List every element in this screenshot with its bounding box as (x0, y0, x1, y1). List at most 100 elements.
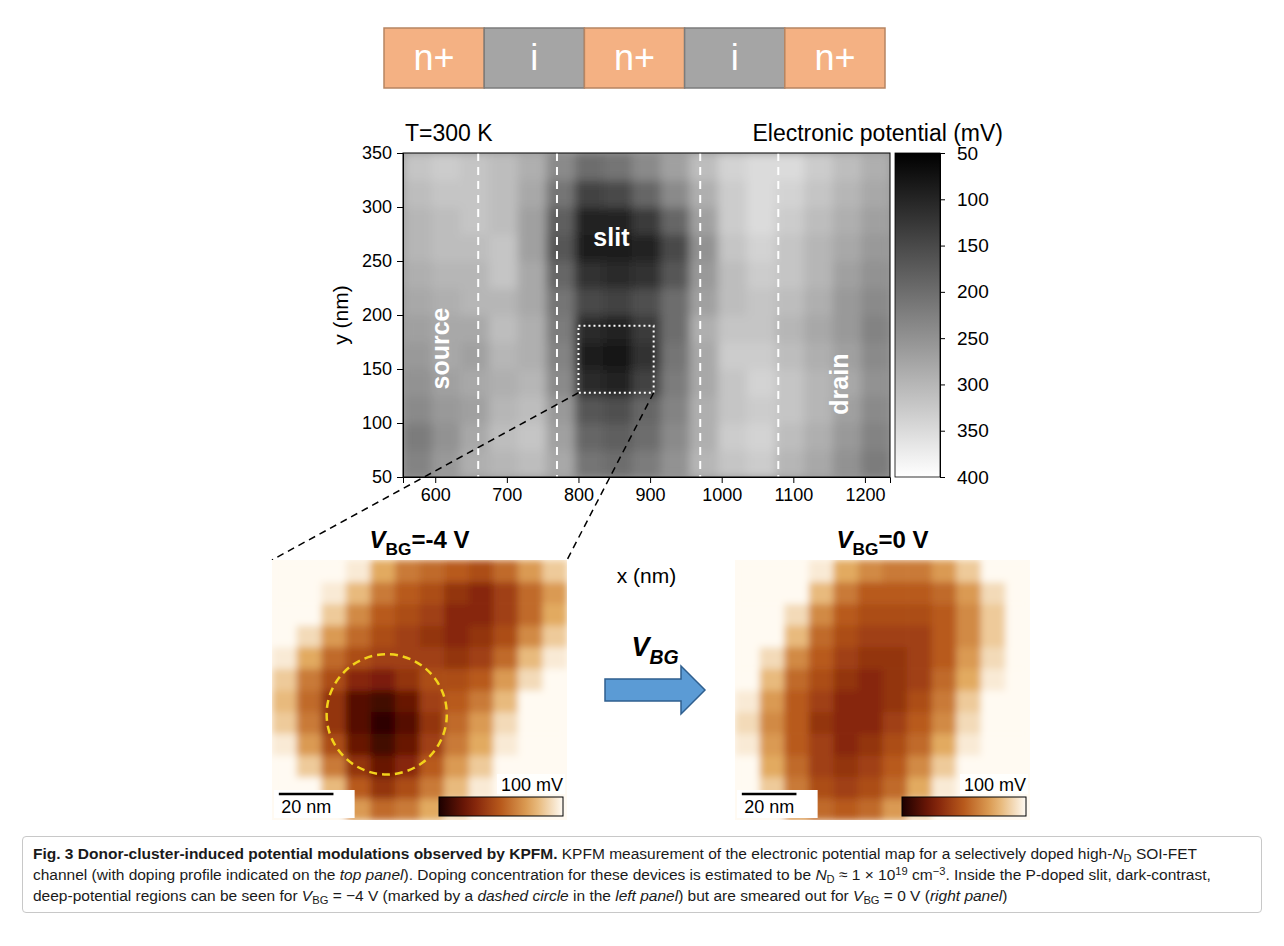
cell (518, 396, 547, 424)
cell (907, 668, 932, 690)
cell (444, 755, 469, 777)
cell (809, 625, 834, 647)
tick: 200 (362, 305, 403, 325)
cell (833, 261, 862, 289)
cell (784, 582, 809, 604)
cell (297, 733, 322, 755)
cell (632, 369, 661, 397)
plot-frame (403, 153, 890, 477)
cell (489, 450, 518, 477)
cell (632, 315, 661, 343)
cell (420, 755, 445, 777)
cell (956, 582, 981, 604)
cell (346, 603, 371, 625)
cell (420, 560, 445, 582)
cell (883, 625, 908, 647)
cell (718, 261, 747, 289)
cell (493, 603, 518, 625)
cell (575, 261, 604, 289)
tick-label: 350 (957, 420, 989, 441)
cell (956, 690, 981, 712)
cell (804, 315, 833, 343)
tick: 400 (940, 467, 989, 488)
cell (932, 755, 957, 777)
cell (804, 234, 833, 262)
cell (518, 450, 547, 477)
cell (883, 712, 908, 734)
cell (272, 668, 297, 690)
cell (432, 261, 461, 289)
cell (604, 180, 633, 208)
cell (493, 755, 518, 777)
tick-label: 300 (957, 374, 989, 395)
cell (661, 261, 690, 289)
cell (956, 733, 981, 755)
cell (1005, 625, 1030, 647)
cell (775, 369, 804, 397)
cell (689, 153, 718, 181)
cell (272, 755, 297, 777)
cell (518, 180, 547, 208)
cell (575, 423, 604, 451)
cell (395, 798, 420, 820)
cell (747, 315, 776, 343)
cell (809, 582, 834, 604)
cell (981, 560, 1006, 582)
cell (775, 180, 804, 208)
y-axis: 50100150200250300350 (362, 143, 404, 487)
cell (297, 690, 322, 712)
caption-text: = 0 V ( (880, 887, 930, 904)
tick: 50 (372, 467, 403, 487)
cell (297, 712, 322, 734)
cell (775, 396, 804, 424)
colorbar-title: Electronic potential (mV) (752, 120, 1003, 146)
tick: 250 (940, 328, 989, 349)
cell (661, 369, 690, 397)
tick: 300 (362, 197, 403, 217)
cell (395, 777, 420, 799)
cell (432, 450, 461, 477)
cell (1005, 733, 1030, 755)
caption-text: N (1112, 845, 1123, 862)
tick-mark (507, 477, 508, 483)
cell (493, 733, 518, 755)
tick-label: 100 (362, 413, 392, 433)
cell (432, 423, 461, 451)
cell (518, 315, 547, 343)
cell (346, 668, 371, 690)
cell (632, 342, 661, 370)
cell (760, 712, 785, 734)
doping-label: n+ (414, 37, 455, 78)
cell (542, 690, 567, 712)
tick: 100 (940, 189, 989, 210)
cell (321, 755, 346, 777)
cell (489, 396, 518, 424)
caption-text: 19 (895, 865, 907, 877)
tick: 350 (940, 420, 989, 441)
cell (370, 690, 395, 712)
tick: 200 (940, 281, 989, 302)
zoom-line (567, 393, 654, 560)
zoom-box (578, 326, 653, 393)
tick-mark (940, 431, 945, 432)
cell (858, 733, 883, 755)
cell (632, 261, 661, 289)
tick-label: 350 (362, 143, 392, 163)
cell (956, 647, 981, 669)
figure: n+in+in+60070080090010001100120050100150… (0, 0, 1284, 946)
cell (444, 625, 469, 647)
cell (661, 288, 690, 316)
cell (403, 261, 432, 289)
caption-text: dashed circle (477, 887, 568, 904)
cell (747, 288, 776, 316)
cell (718, 396, 747, 424)
cell (861, 288, 890, 316)
cell (833, 733, 858, 755)
cell (747, 396, 776, 424)
cell (632, 288, 661, 316)
cell (858, 712, 883, 734)
tick: 800 (564, 477, 594, 505)
tick: 1100 (774, 477, 813, 505)
cell (370, 625, 395, 647)
cell (907, 647, 932, 669)
